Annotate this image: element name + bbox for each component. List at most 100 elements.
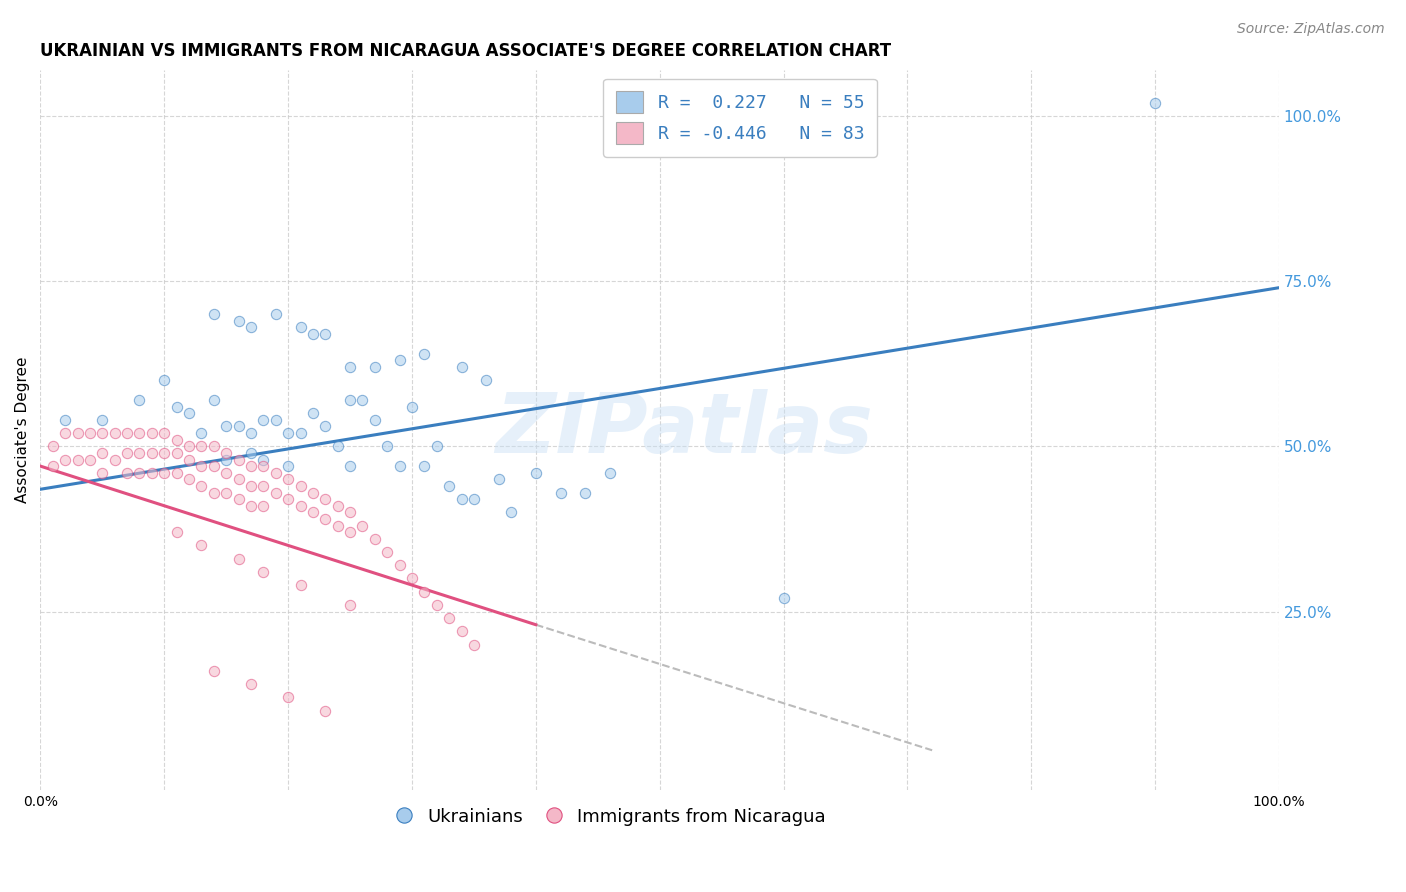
Point bbox=[339, 392, 361, 407]
Point bbox=[364, 532, 387, 546]
Point bbox=[115, 426, 138, 441]
Point bbox=[499, 505, 522, 519]
Point bbox=[53, 413, 76, 427]
Point bbox=[426, 439, 449, 453]
Point bbox=[153, 426, 176, 441]
Point bbox=[413, 459, 436, 474]
Point bbox=[388, 353, 411, 368]
Point bbox=[524, 466, 547, 480]
Point bbox=[302, 406, 325, 420]
Point bbox=[228, 492, 250, 507]
Point bbox=[215, 419, 238, 434]
Point bbox=[202, 459, 225, 474]
Point bbox=[314, 326, 336, 341]
Point bbox=[290, 320, 312, 334]
Point bbox=[91, 466, 114, 480]
Point bbox=[364, 413, 387, 427]
Point bbox=[314, 512, 336, 526]
Point bbox=[413, 584, 436, 599]
Point bbox=[177, 452, 200, 467]
Point bbox=[190, 459, 212, 474]
Point bbox=[228, 472, 250, 486]
Point bbox=[239, 320, 262, 334]
Point bbox=[141, 426, 163, 441]
Point bbox=[339, 598, 361, 612]
Point bbox=[352, 518, 374, 533]
Point bbox=[437, 611, 460, 625]
Point bbox=[277, 690, 299, 705]
Point bbox=[277, 459, 299, 474]
Point bbox=[264, 307, 287, 321]
Point bbox=[388, 459, 411, 474]
Point bbox=[215, 485, 238, 500]
Text: Source: ZipAtlas.com: Source: ZipAtlas.com bbox=[1237, 22, 1385, 37]
Point bbox=[264, 413, 287, 427]
Point bbox=[401, 571, 423, 585]
Point bbox=[177, 439, 200, 453]
Point bbox=[42, 459, 65, 474]
Point bbox=[450, 359, 472, 374]
Point bbox=[574, 485, 596, 500]
Point bbox=[264, 466, 287, 480]
Point bbox=[79, 452, 101, 467]
Point bbox=[375, 439, 398, 453]
Point bbox=[264, 485, 287, 500]
Point bbox=[252, 499, 274, 513]
Point bbox=[277, 492, 299, 507]
Point bbox=[326, 499, 349, 513]
Point bbox=[79, 426, 101, 441]
Point bbox=[339, 359, 361, 374]
Point bbox=[202, 439, 225, 453]
Point bbox=[413, 347, 436, 361]
Point bbox=[314, 419, 336, 434]
Point bbox=[302, 326, 325, 341]
Point bbox=[228, 419, 250, 434]
Point bbox=[42, 439, 65, 453]
Point bbox=[128, 426, 150, 441]
Point bbox=[388, 558, 411, 573]
Point bbox=[339, 525, 361, 540]
Text: UKRAINIAN VS IMMIGRANTS FROM NICARAGUA ASSOCIATE'S DEGREE CORRELATION CHART: UKRAINIAN VS IMMIGRANTS FROM NICARAGUA A… bbox=[41, 42, 891, 60]
Point bbox=[326, 439, 349, 453]
Point bbox=[215, 452, 238, 467]
Point bbox=[437, 479, 460, 493]
Point bbox=[128, 466, 150, 480]
Point bbox=[91, 413, 114, 427]
Point bbox=[228, 452, 250, 467]
Point bbox=[202, 392, 225, 407]
Point bbox=[190, 439, 212, 453]
Point bbox=[202, 485, 225, 500]
Point bbox=[290, 479, 312, 493]
Point bbox=[426, 598, 449, 612]
Point bbox=[550, 485, 572, 500]
Point bbox=[290, 426, 312, 441]
Point bbox=[290, 499, 312, 513]
Point bbox=[53, 426, 76, 441]
Point bbox=[302, 505, 325, 519]
Point bbox=[252, 565, 274, 579]
Point bbox=[115, 466, 138, 480]
Point bbox=[202, 664, 225, 678]
Point bbox=[128, 446, 150, 460]
Point bbox=[153, 466, 176, 480]
Point bbox=[277, 426, 299, 441]
Legend: Ukrainians, Immigrants from Nicaragua: Ukrainians, Immigrants from Nicaragua bbox=[385, 798, 835, 835]
Point bbox=[239, 426, 262, 441]
Point bbox=[252, 479, 274, 493]
Point bbox=[364, 359, 387, 374]
Point bbox=[290, 578, 312, 592]
Point bbox=[177, 472, 200, 486]
Point bbox=[352, 392, 374, 407]
Point bbox=[190, 426, 212, 441]
Point bbox=[166, 525, 188, 540]
Point bbox=[239, 499, 262, 513]
Point bbox=[239, 479, 262, 493]
Point bbox=[1144, 95, 1167, 110]
Point bbox=[166, 433, 188, 447]
Point bbox=[239, 459, 262, 474]
Point bbox=[215, 446, 238, 460]
Point bbox=[475, 373, 498, 387]
Point bbox=[314, 704, 336, 718]
Point bbox=[66, 452, 89, 467]
Point bbox=[252, 459, 274, 474]
